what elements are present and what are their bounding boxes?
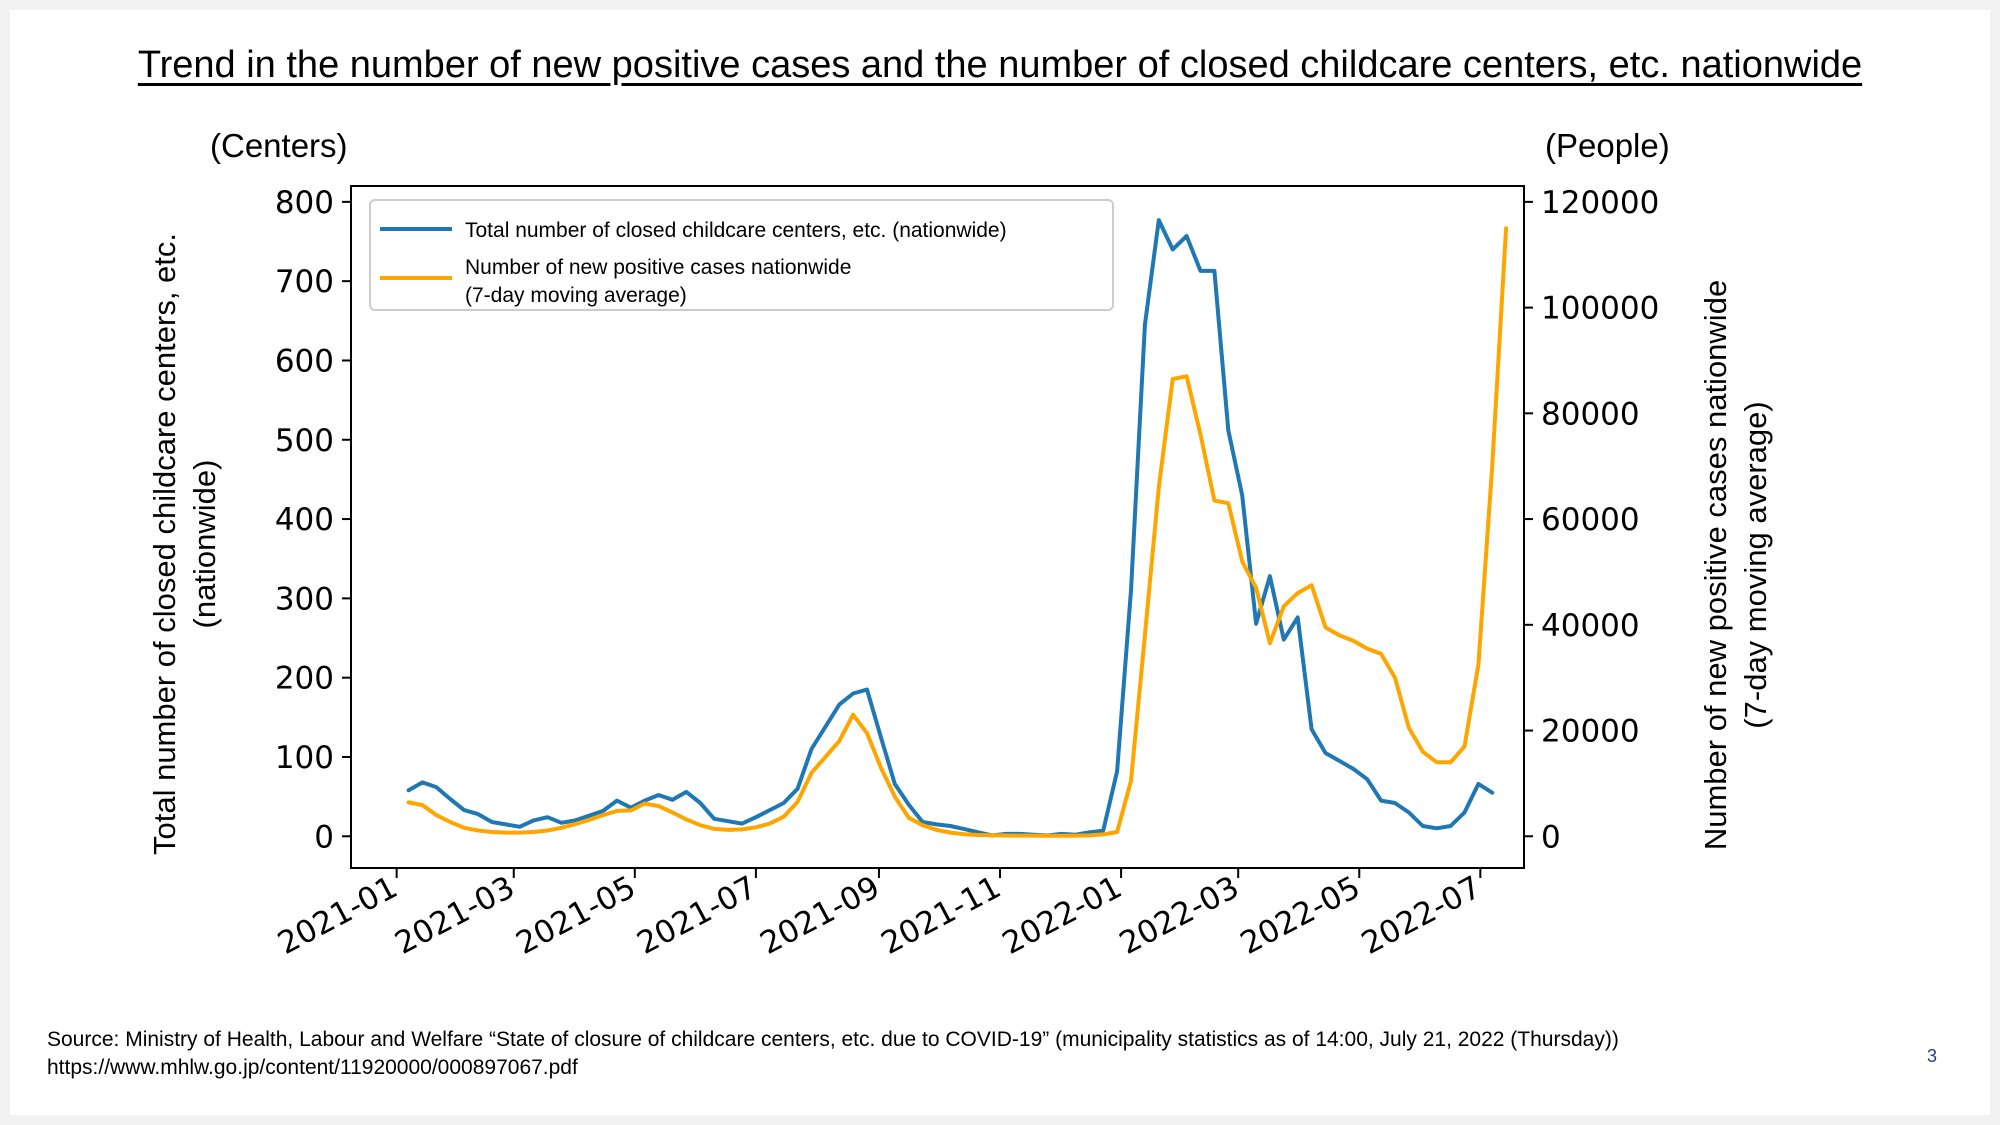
y-left-tick-label: 200 [275,661,334,697]
plot-frame [350,185,1525,869]
x-tick-label: 2021-03 [389,869,520,962]
y-right-label-line2: (7-day moving average) [1738,401,1773,728]
legend: Total number of closed childcare centers… [369,199,1114,311]
x-tick-label: 2022-07 [1356,869,1487,962]
y-right-label-line1: Number of new positive cases nationwide [1698,280,1733,850]
y-right-tick-label: 0 [1541,819,1561,855]
y-right-tick-label: 20000 [1541,714,1640,750]
x-tick-label: 2021-05 [510,869,641,962]
y-left-tick-label: 600 [275,343,334,379]
y-left-label-line2: (nationwide) [187,460,222,629]
page-number: 3 [1927,1046,1938,1066]
series-line-1 [406,218,1495,838]
x-tick-label: 2021-09 [754,869,885,962]
source-note: Source: Ministry of Health, Labour and W… [47,1026,1619,1082]
source-line: Source: Ministry of Health, Labour and W… [47,1028,1619,1051]
y-right-tick-label: 120000 [1541,185,1659,221]
y-right-unit: (People) [1545,127,1670,164]
y-left-tick-label: 400 [275,502,334,538]
y-left-label-line1: Total number of closed childcare centers… [147,233,182,855]
series-line-2 [406,226,1509,838]
chart-title: Trend in the number of new positive case… [137,44,1863,86]
x-tick-label: 2022-03 [1114,869,1245,962]
y-right-tick-label: 80000 [1541,396,1640,432]
y-left-tick-label: 300 [275,581,334,617]
y-left-tick-label: 100 [275,740,334,776]
legend-label-1: Total number of closed childcare centers… [465,219,1007,242]
legend-label-2b: (7-day moving average) [465,284,687,307]
x-tick-label: 2022-01 [997,869,1128,962]
source-url: https://www.mhlw.go.jp/content/11920000/… [47,1056,578,1079]
legend-box [369,199,1114,311]
slide: Trend in the number of new positive case… [10,10,1990,1115]
axis-labels: (Centers) (People) Total number of closed … [147,127,1773,855]
y-right-tick-label: 100000 [1541,291,1659,327]
y-right-label: Number of new positive cases nationwide(… [1698,280,1773,850]
y-right-tick-label: 40000 [1541,608,1640,644]
y-left-tick-label: 700 [275,264,334,300]
y-left-label: Total number of closed childcare centers… [147,233,222,855]
x-tick-label: 2022-05 [1235,869,1366,962]
x-tick-label: 2021-07 [631,869,762,962]
y-left-tick-label: 0 [314,819,334,855]
series-lines [406,218,1509,838]
legend-label-2a: Number of new positive cases nationwide [465,256,851,279]
y-left-tick-label: 800 [275,185,334,221]
x-tick-label: 2021-01 [272,869,403,962]
y-left-tick-label: 500 [275,423,334,459]
x-tick-label: 2021-11 [876,869,1007,962]
y-right-tick-label: 60000 [1541,502,1640,538]
y-left-unit: (Centers) [210,127,348,164]
